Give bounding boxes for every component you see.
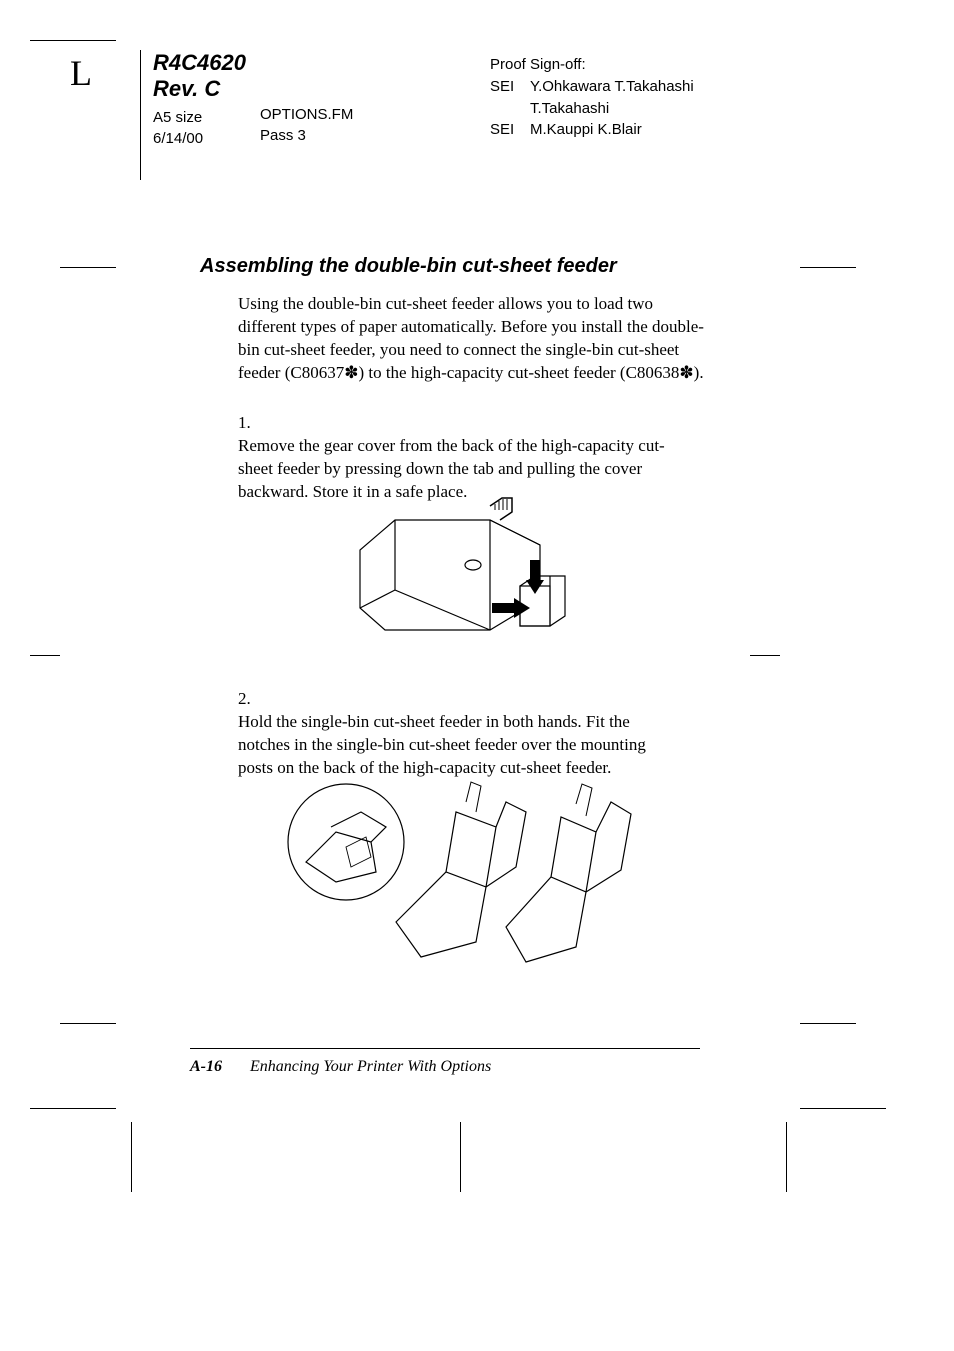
doc-code-line2: Rev. C [153,76,246,102]
signoff-label: Proof Sign-off: [490,54,694,76]
signoff-names-1: Y.Ohkawara T.Takahashi [530,76,694,98]
footer-rule [190,1048,700,1049]
intro-paragraph: Using the double-bin cut-sheet feeder al… [238,293,708,385]
printer-gear-cover-illustration [340,490,570,660]
crop-mark [30,40,116,41]
step-text: Hold the single-bin cut-sheet feeder in … [238,711,678,780]
pass-number: Pass 3 [260,125,353,146]
signoff-org-1: SEI [490,76,530,98]
printer-assembly-illustration [276,772,666,982]
chapter-title: Enhancing Your Printer With Options [250,1058,491,1075]
signoff-names-2: T.Takahashi [490,98,694,120]
signoff-org-2: SEI [490,119,530,141]
page-side-marker: L [70,52,92,94]
crop-mark [750,655,780,656]
crop-mark [460,1122,461,1192]
crop-mark [30,1108,116,1109]
crop-mark [131,1122,132,1192]
header-file-block: OPTIONS.FM Pass 3 [260,104,353,146]
crop-mark [786,1122,787,1192]
step-number: 2. [238,688,266,711]
header-left-block: R4C4620 Rev. C A5 size 6/14/00 [140,50,246,180]
paper-size: A5 size [153,107,246,128]
crop-mark [800,267,856,268]
crop-mark [60,1023,116,1024]
figure-1 [340,490,570,660]
doc-code-line1: R4C4620 [153,50,246,76]
step-2: 2. Hold the single-bin cut-sheet feeder … [238,688,708,780]
page-footer: A-16 Enhancing Your Printer With Options [190,1058,491,1076]
file-name: OPTIONS.FM [260,104,353,125]
crop-mark [800,1023,856,1024]
signoff-names-3: M.Kauppi K.Blair [530,119,642,141]
crop-mark [800,1108,886,1109]
crop-mark [30,655,60,656]
crop-mark [60,267,116,268]
step-number: 1. [238,412,266,435]
doc-date: 6/14/00 [153,128,246,149]
page-number: A-16 [190,1058,222,1075]
figure-2 [276,772,666,982]
section-heading: Assembling the double-bin cut-sheet feed… [200,255,617,278]
proof-signoff-block: Proof Sign-off: SEI Y.Ohkawara T.Takahas… [490,54,694,141]
